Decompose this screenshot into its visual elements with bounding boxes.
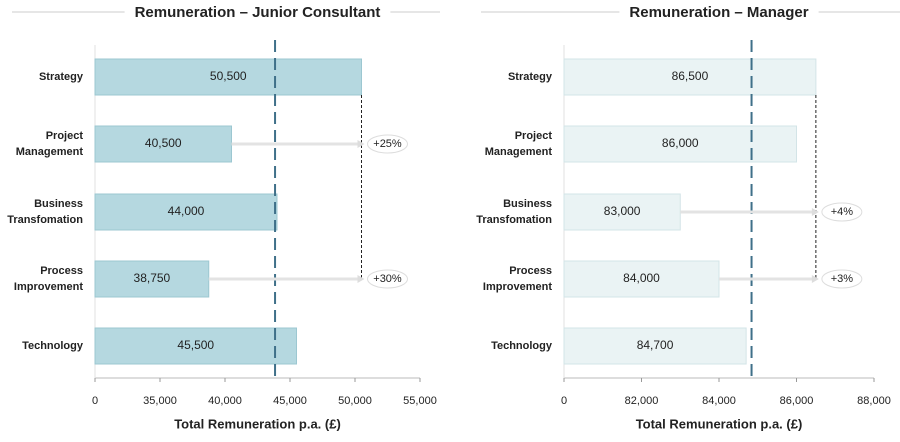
category-label: Technology: [491, 340, 552, 352]
x-axis-label: Total Remuneration p.a. (£): [636, 416, 803, 431]
x-tick-label: 40,000: [208, 395, 242, 407]
annotation-label: +4%: [831, 206, 854, 218]
value-label: 83,000: [604, 204, 641, 218]
value-label: 38,750: [134, 271, 171, 285]
x-axis-label: Total Remuneration p.a. (£): [174, 416, 341, 431]
arrow-head: [811, 275, 819, 283]
category-label: Strategy: [38, 71, 83, 83]
category-label: Project Management: [484, 130, 552, 158]
x-tick-label: 0: [92, 395, 98, 407]
annotation-badge: [821, 269, 863, 289]
x-tick-label: 84,000: [702, 395, 736, 407]
x-tick-label: 50,000: [338, 395, 372, 407]
bar: [94, 327, 297, 365]
bar: [563, 58, 817, 96]
category-label: Business Transfomation: [7, 198, 83, 226]
annotation-label: +3%: [831, 273, 854, 285]
value-label: 84,700: [637, 338, 674, 352]
category-label: Process Improvement: [482, 265, 552, 293]
arrow-head: [357, 275, 365, 283]
x-tick-label: 82,000: [625, 395, 659, 407]
value-label: 86,500: [672, 69, 709, 83]
x-tick-label: 35,000: [143, 395, 177, 407]
x-tick-label: 55,000: [403, 395, 437, 407]
bar: [563, 260, 720, 298]
value-label: 44,000: [168, 204, 205, 218]
category-label: Strategy: [507, 71, 552, 83]
annotation-label: +30%: [373, 273, 402, 285]
category-label: Business Transfomation: [476, 198, 552, 226]
bar: [563, 193, 681, 231]
category-label: Process Improvement: [13, 265, 83, 293]
chart-title: Remuneration – Junior Consultant: [135, 4, 381, 21]
arrow-head: [811, 208, 819, 216]
value-label: 86,000: [662, 136, 699, 150]
x-tick-label: 0: [561, 395, 567, 407]
bar: [94, 58, 362, 96]
annotation-badge: [821, 202, 863, 222]
x-tick-label: 86,000: [780, 395, 814, 407]
value-label: 84,000: [623, 271, 660, 285]
category-label: Project Management: [15, 130, 83, 158]
value-label: 50,500: [210, 69, 247, 83]
annotation-badge: [367, 134, 408, 154]
category-label: Technology: [22, 340, 83, 352]
x-tick-label: 88,000: [857, 395, 891, 407]
bar: [94, 260, 210, 298]
value-label: 40,500: [145, 136, 182, 150]
x-tick-label: 45,000: [273, 395, 307, 407]
bar: [94, 125, 232, 163]
annotation-label: +25%: [373, 138, 402, 150]
annotation-badge: [367, 269, 408, 289]
bar: [563, 327, 747, 365]
bar: [94, 193, 278, 231]
arrow-head: [357, 140, 365, 148]
chart-title: Remuneration – Manager: [629, 4, 808, 21]
value-label: 45,500: [177, 338, 214, 352]
bar: [563, 125, 797, 163]
